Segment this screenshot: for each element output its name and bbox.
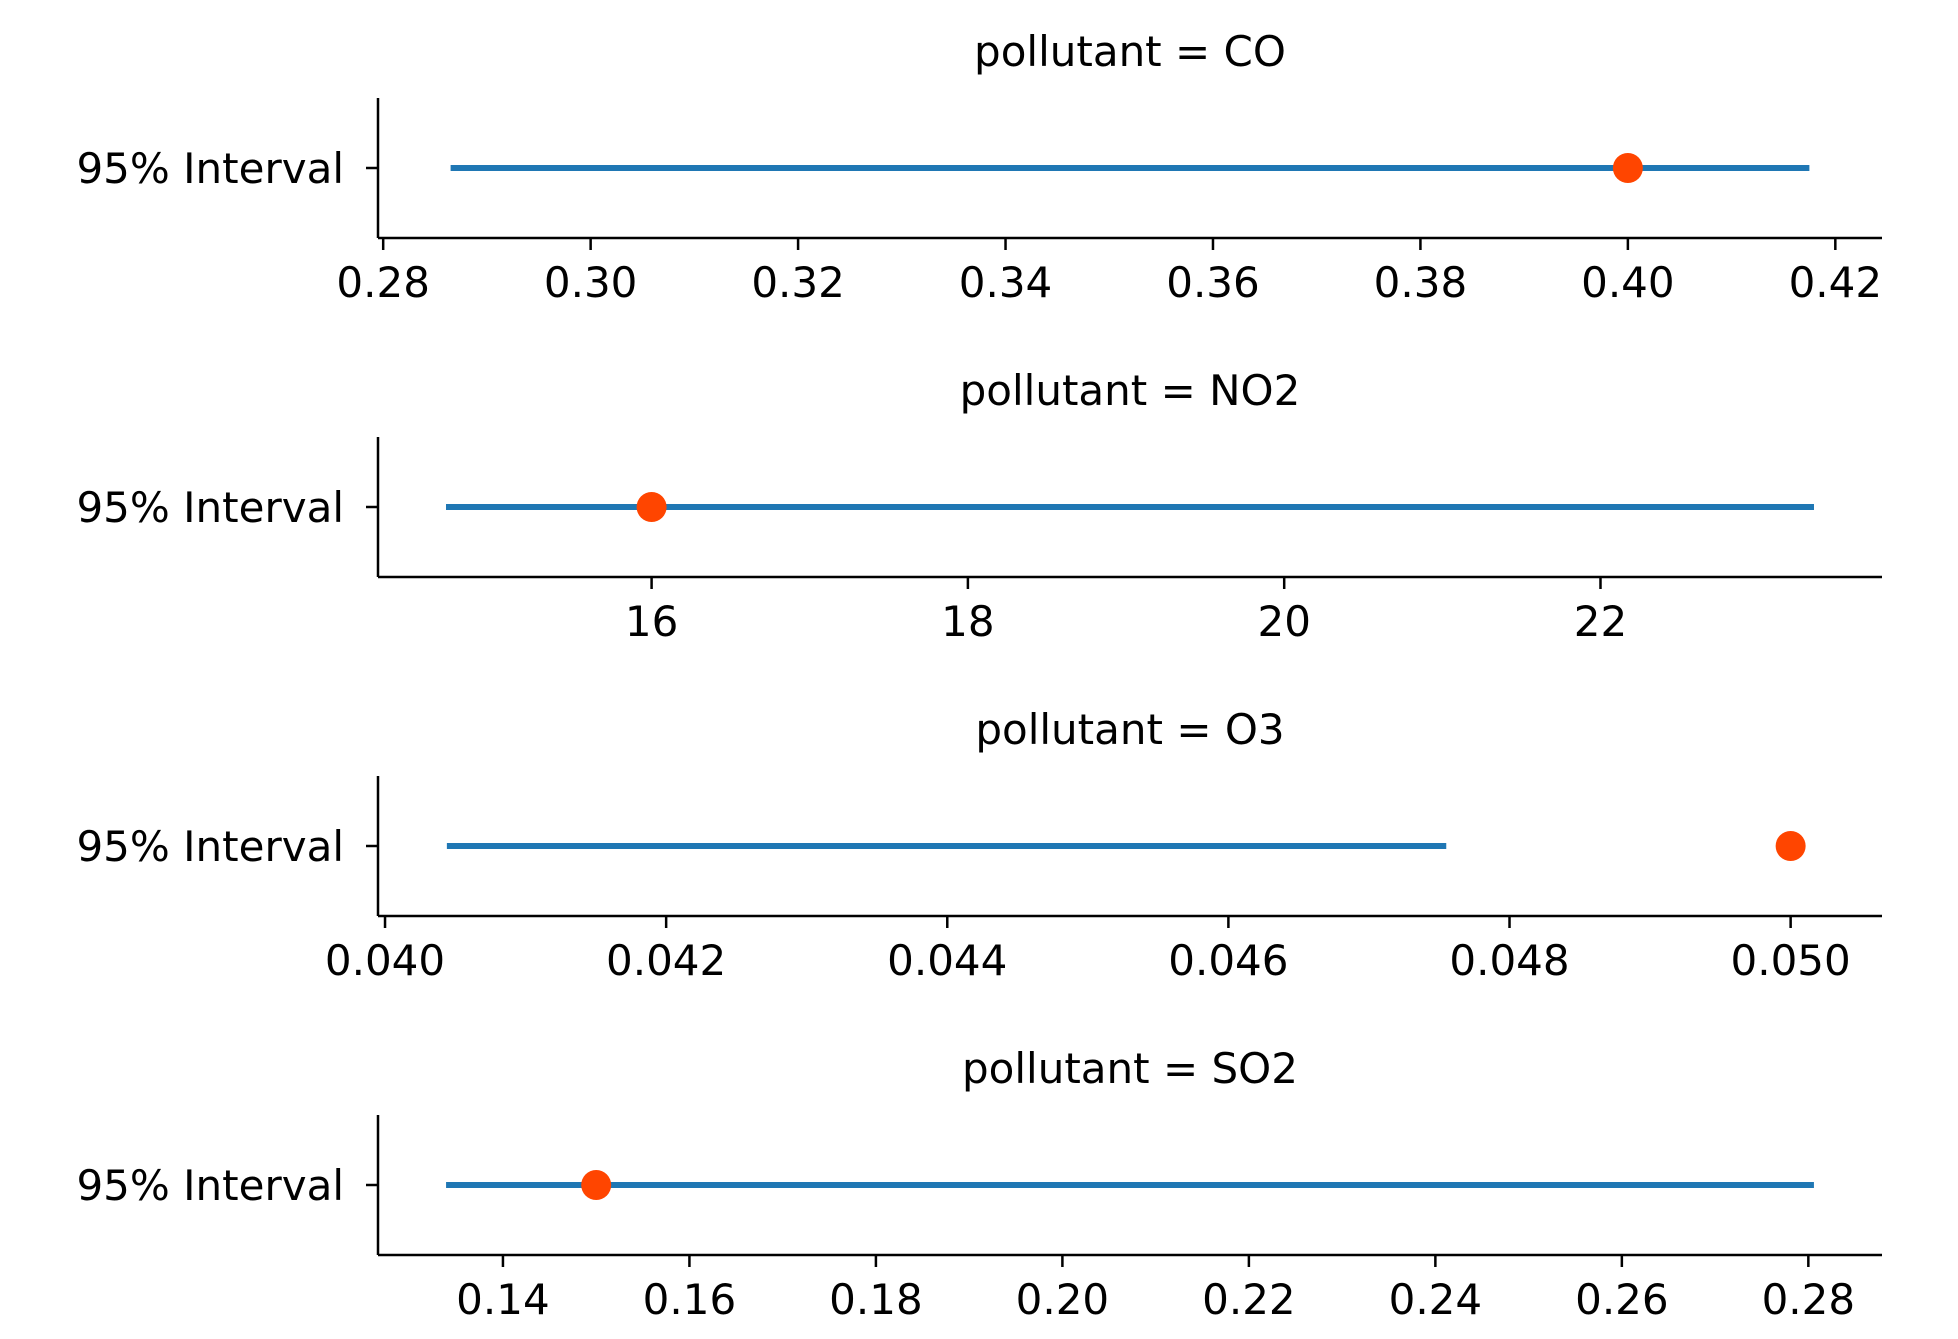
x-tick-label: 0.044 (887, 936, 1007, 985)
x-tick-label: 0.34 (959, 258, 1053, 307)
y-category-label: 95% Interval (76, 144, 344, 193)
x-tick-label: 0.20 (1016, 1275, 1110, 1324)
x-tick-label: 16 (625, 597, 678, 646)
point-estimate (1612, 153, 1643, 183)
point-estimate (581, 1170, 612, 1200)
y-category-label: 95% Interval (76, 483, 344, 532)
x-tick-label: 0.40 (1581, 258, 1675, 307)
x-tick-label: 0.42 (1789, 258, 1883, 307)
y-category-label: 95% Interval (76, 822, 344, 871)
x-tick-label: 0.042 (606, 936, 726, 985)
x-tick-label: 0.26 (1575, 1275, 1669, 1324)
panel-2: pollutant = O3 95% Interval 0.040 0.042 0.04… (76, 705, 1882, 985)
x-tick-label: 0.24 (1389, 1275, 1483, 1324)
panel-title: pollutant = CO (974, 27, 1286, 76)
point-estimate (636, 492, 667, 522)
x-tick-label: 0.22 (1202, 1275, 1296, 1324)
panel-3: pollutant = SO2 95% Interval 0.14 0.16 0.18 0… (76, 1044, 1882, 1324)
x-tick-label: 0.36 (1166, 258, 1260, 307)
x-tick-label: 0.18 (829, 1275, 923, 1324)
x-tick-label: 0.28 (336, 258, 430, 307)
x-tick-label: 0.048 (1449, 936, 1569, 985)
panel-1: pollutant = NO2 95% Interval 16 18 20 22 (76, 366, 1882, 646)
x-tick-label: 0.050 (1731, 936, 1851, 985)
x-tick-label: 0.046 (1168, 936, 1288, 985)
point-estimate (1775, 831, 1806, 861)
panel-0: pollutant = CO 95% Interval 0.28 0.30 0.32 0.… (76, 27, 1882, 307)
x-tick-label: 22 (1574, 597, 1627, 646)
x-tick-label: 0.16 (643, 1275, 737, 1324)
x-tick-label: 0.30 (544, 258, 638, 307)
panel-title: pollutant = SO2 (962, 1044, 1298, 1093)
x-tick-label: 0.38 (1374, 258, 1468, 307)
x-tick-label: 0.040 (325, 936, 445, 985)
y-category-label: 95% Interval (76, 1161, 344, 1210)
panel-title: pollutant = NO2 (960, 366, 1301, 415)
x-tick-label: 20 (1257, 597, 1310, 646)
x-tick-label: 0.28 (1762, 1275, 1856, 1324)
panel-title: pollutant = O3 (975, 705, 1284, 754)
x-tick-label: 0.32 (751, 258, 845, 307)
x-tick-label: 0.14 (456, 1275, 550, 1324)
x-tick-label: 18 (941, 597, 994, 646)
